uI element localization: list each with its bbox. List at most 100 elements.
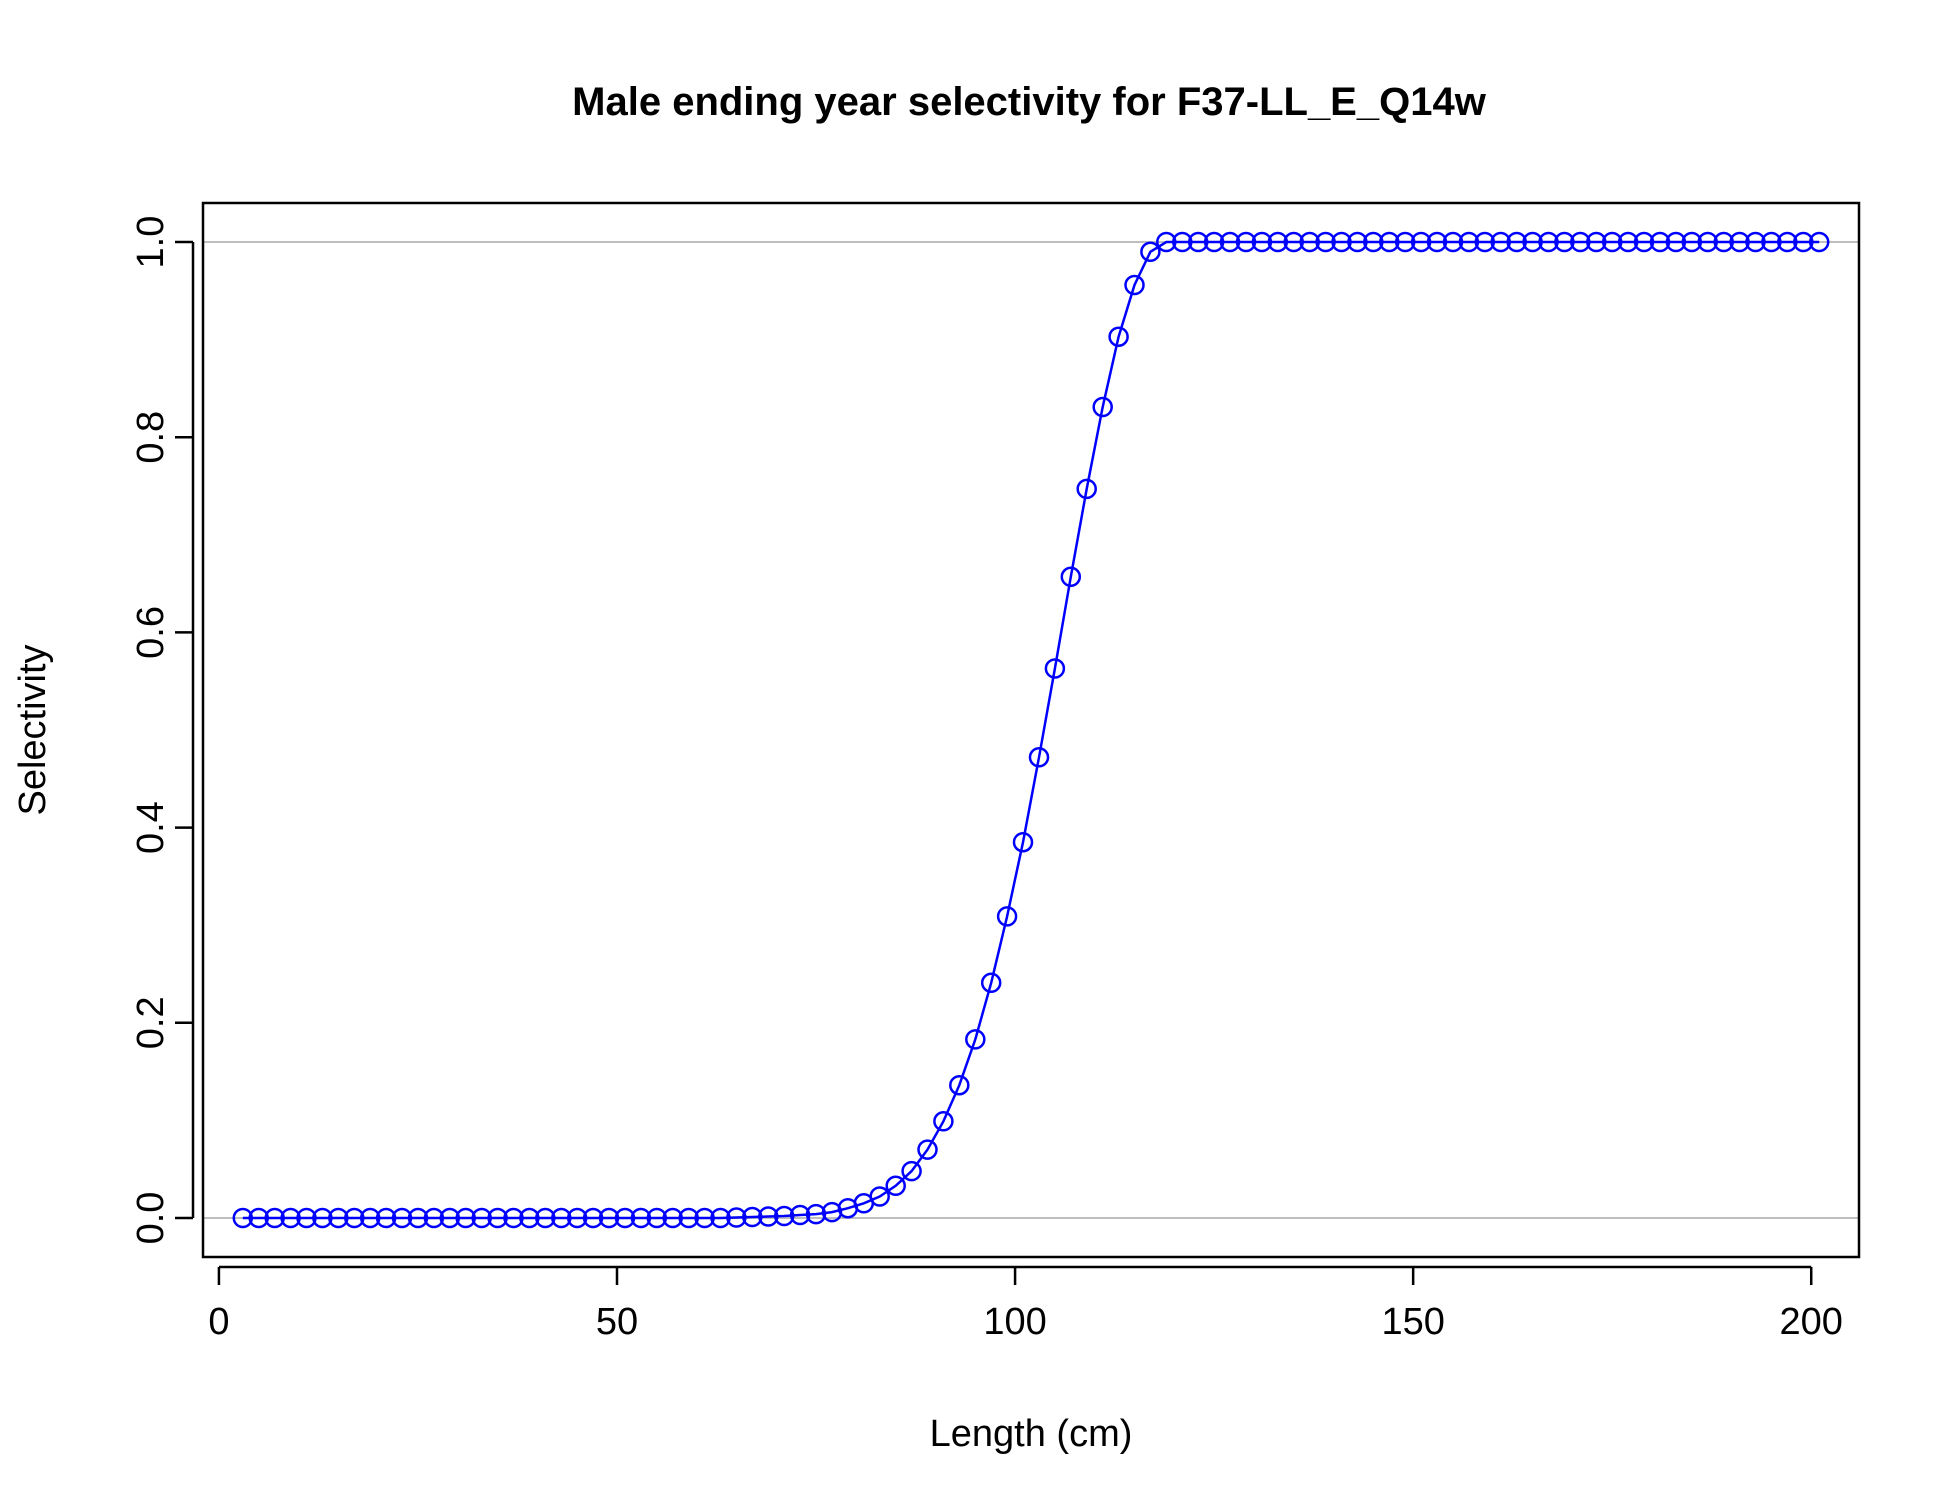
- series-line: [242, 240, 1820, 1220]
- x-tick-label: 0: [208, 1301, 229, 1343]
- data-point: [1649, 231, 1671, 253]
- data-point: [1076, 478, 1097, 500]
- data-point: [662, 1207, 683, 1229]
- data-point: [1251, 231, 1273, 253]
- data-point: [933, 1111, 954, 1132]
- data-point: [773, 1205, 795, 1227]
- data-point: [503, 1207, 524, 1229]
- data-point: [296, 1207, 317, 1229]
- data-point: [1458, 231, 1480, 253]
- y-tick-label: 0.0: [130, 1192, 172, 1245]
- data-point: [1187, 231, 1209, 253]
- data-point: [869, 1186, 890, 1207]
- y-axis: 0.0 0.2 0.4 0.6 0.8 1.0: [130, 216, 195, 1245]
- data-point: [280, 1207, 301, 1229]
- data-point: [742, 1206, 763, 1228]
- data-point: [1410, 231, 1432, 253]
- data-point: [1697, 231, 1718, 253]
- y-tick-label: 1.0: [130, 216, 172, 269]
- data-point: [965, 1029, 986, 1050]
- data-point: [917, 1139, 938, 1160]
- x-tick-label: 100: [983, 1301, 1046, 1343]
- x-tick-label: 150: [1381, 1301, 1444, 1343]
- data-point: [455, 1207, 476, 1229]
- y-tick-label: 0.6: [130, 606, 172, 659]
- x-axis-label: Length (cm): [930, 1413, 1133, 1455]
- data-point: [789, 1204, 811, 1226]
- data-point: [566, 1207, 588, 1229]
- data-point: [885, 1175, 906, 1197]
- data-point: [598, 1207, 620, 1229]
- data-point: [1379, 231, 1400, 253]
- data-point: [1283, 231, 1304, 253]
- data-point: [1474, 231, 1496, 253]
- data-point: [344, 1207, 365, 1229]
- data-point: [1506, 231, 1527, 253]
- data-point: [1235, 231, 1257, 253]
- series-group: [232, 231, 1830, 1229]
- data-point: [1745, 231, 1766, 253]
- data-point: [328, 1207, 349, 1229]
- data-point: [1729, 231, 1750, 253]
- data-point: [758, 1206, 779, 1227]
- data-point: [1633, 231, 1655, 253]
- data-point: [1570, 231, 1591, 253]
- data-point: [1554, 231, 1575, 253]
- data-point: [264, 1207, 285, 1229]
- data-point: [1761, 231, 1782, 253]
- data-point: [1219, 231, 1241, 253]
- data-point: [1044, 658, 1066, 679]
- data-point: [646, 1207, 668, 1229]
- data-point: [1299, 231, 1320, 253]
- data-point: [1315, 231, 1336, 253]
- data-point: [375, 1207, 397, 1229]
- y-tick-label: 0.2: [130, 996, 172, 1049]
- data-point: [582, 1207, 604, 1229]
- data-point: [1601, 231, 1623, 253]
- data-point: [1156, 231, 1177, 253]
- data-point: [901, 1160, 922, 1182]
- data-point: [1203, 231, 1225, 253]
- x-tick-label: 50: [596, 1301, 638, 1343]
- data-point: [359, 1207, 381, 1229]
- x-tick-label: 200: [1780, 1301, 1843, 1343]
- data-point: [1124, 274, 1145, 296]
- data-point: [248, 1207, 269, 1229]
- data-point: [471, 1207, 492, 1229]
- x-axis: 0 50 100 150 200: [208, 1265, 1843, 1343]
- data-point: [1808, 231, 1830, 253]
- data-point: [1777, 231, 1798, 253]
- data-point: [423, 1207, 445, 1229]
- data-point: [1347, 231, 1368, 253]
- data-point: [1108, 326, 1129, 347]
- data-point: [1172, 231, 1193, 253]
- data-point: [1028, 747, 1050, 768]
- y-axis-label: Selectivity: [12, 644, 54, 815]
- data-point: [1713, 231, 1734, 253]
- data-point: [1092, 396, 1113, 418]
- data-point: [1681, 231, 1703, 253]
- data-point: [980, 972, 1002, 994]
- data-point: [487, 1207, 508, 1229]
- data-point: [726, 1207, 747, 1228]
- y-tick-label: 0.8: [130, 411, 172, 464]
- data-point: [1522, 231, 1543, 253]
- data-point: [1793, 231, 1814, 253]
- data-point: [519, 1207, 540, 1229]
- data-point: [232, 1207, 254, 1229]
- y-tick-label: 0.4: [130, 801, 172, 854]
- plot-frame: [201, 201, 1861, 1259]
- data-point: [1267, 231, 1289, 253]
- data-point: [1394, 231, 1416, 253]
- data-point: [1363, 231, 1384, 253]
- data-point: [1586, 231, 1607, 253]
- data-point: [678, 1207, 699, 1229]
- data-point: [1331, 231, 1352, 253]
- data-point: [694, 1207, 715, 1229]
- reference-lines: [203, 241, 1859, 1219]
- data-point: [996, 906, 1018, 927]
- data-point: [1490, 231, 1511, 253]
- data-point: [312, 1207, 333, 1229]
- chart-title: Male ending year selectivity for F37-LL_…: [572, 80, 1487, 124]
